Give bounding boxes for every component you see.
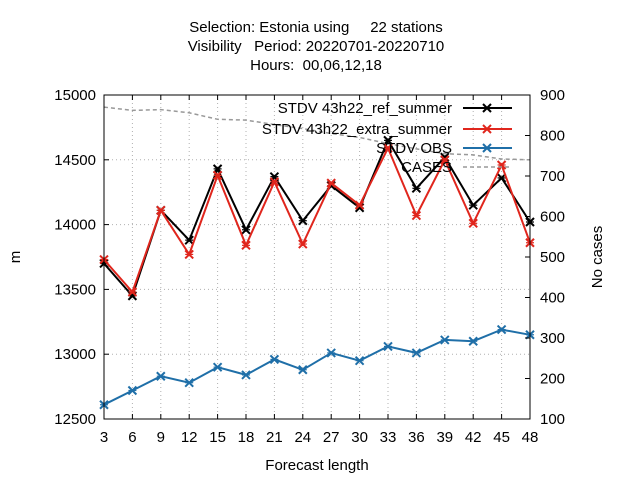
title-line: Visibility Period: 20220701-20220710 — [188, 38, 445, 55]
x-tick-label: 42 — [465, 429, 482, 446]
series-line-1 — [103, 145, 531, 294]
x-tick-label: 15 — [209, 429, 226, 446]
y2-tick-label: 100 — [540, 411, 565, 428]
x-axis-label: Forecast length — [265, 457, 368, 474]
series-lines — [99, 106, 535, 410]
x-tick-label: 33 — [380, 429, 397, 446]
y2-tick-label: 400 — [540, 290, 565, 307]
x-tick-label: 9 — [157, 429, 165, 446]
y2-tick-label: 600 — [540, 209, 565, 226]
series-line-0 — [103, 138, 531, 298]
y-tick-label: 14500 — [54, 152, 96, 169]
y2-tick-label: 700 — [540, 168, 565, 185]
y2-axis-label: No cases — [589, 226, 606, 289]
x-tick-label: 21 — [266, 429, 283, 446]
y2-tick-label: 300 — [540, 330, 565, 347]
legend-label: STDV OBS — [376, 140, 452, 157]
axes: 3 6 9 12 15 18 21 24 27 30 33 36 39 42 45 4812500130001… — [7, 87, 606, 474]
x-tick-label: 36 — [408, 429, 425, 446]
y-tick-label: 13000 — [54, 346, 96, 363]
x-tick-label: 48 — [522, 429, 539, 446]
grid — [103, 94, 531, 420]
y-tick-label: 14000 — [54, 217, 96, 234]
plot-frame — [103, 94, 531, 420]
x-tick-label: 39 — [436, 429, 453, 446]
title-line: Selection: Estonia using 22 stations — [189, 19, 442, 36]
legend: STDV 43h22_ref_summer STDV 43h22_extra_su… — [262, 100, 512, 176]
y2-tick-label: 800 — [540, 128, 565, 145]
chart-title: Selection: Estonia using 22 stations Visi… — [188, 19, 445, 74]
x-tick-label: 45 — [493, 429, 510, 446]
x-tick-label: 30 — [351, 429, 368, 446]
series-line-2 — [103, 328, 531, 406]
x-tick-label: 6 — [128, 429, 136, 446]
x-tick-label: 24 — [294, 429, 311, 446]
series-line-3 — [103, 106, 531, 161]
y-tick-label: 13500 — [54, 281, 96, 298]
y-axis-label: m — [7, 251, 24, 264]
y2-tick-label: 200 — [540, 371, 565, 388]
x-tick-label: 12 — [181, 429, 198, 446]
legend-label: CASES — [401, 159, 452, 176]
x-tick-label: 18 — [238, 429, 255, 446]
legend-label: STDV 43h22_ref_summer — [278, 100, 452, 117]
x-tick-label: 3 — [100, 429, 108, 446]
x-tick-label: 27 — [323, 429, 340, 446]
title-line: Hours: 00,06,12,18 — [250, 57, 382, 74]
y-tick-label: 12500 — [54, 411, 96, 428]
y2-tick-label: 500 — [540, 249, 565, 266]
y-tick-label: 15000 — [54, 87, 96, 104]
y2-tick-label: 900 — [540, 87, 565, 104]
legend-label: STDV 43h22_extra_summer — [262, 121, 452, 138]
